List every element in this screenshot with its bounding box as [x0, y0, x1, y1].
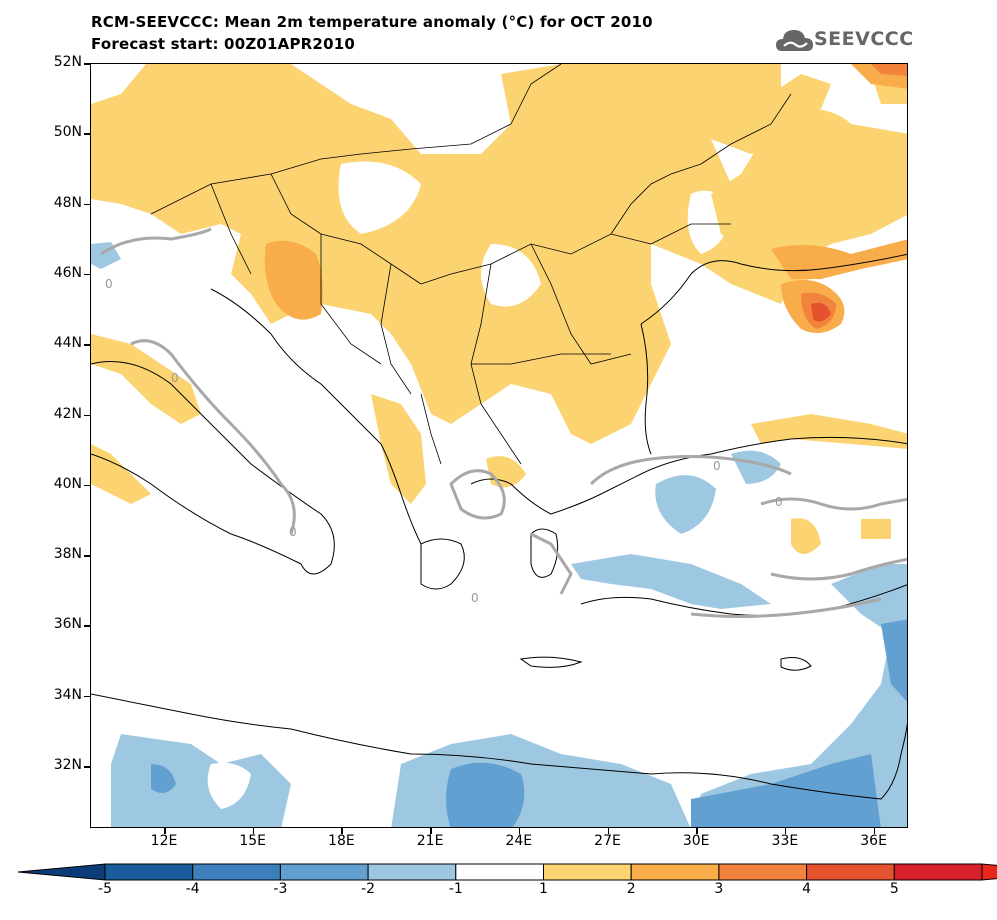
colorbar-level-label: -3 [273, 881, 288, 897]
map-title: RCM-SEEVCCC: Mean 2m temperature anomaly… [91, 13, 653, 31]
latitude-tick [84, 625, 90, 627]
latitude-label: 42N [53, 405, 82, 422]
latitude-tick [84, 484, 90, 487]
colorbar-max-arrow [981, 863, 997, 881]
latitude-label: 50N [53, 124, 82, 141]
longitude-tick [341, 828, 343, 834]
latitude-tick [84, 695, 90, 698]
warm-anomaly-areas [91, 64, 907, 554]
latitude-tick [84, 133, 90, 135]
forecast-start-label: Forecast start: 00Z01APR2010 [91, 35, 355, 53]
colorbar-level-label: -4 [185, 881, 200, 897]
contour-label: 0 [775, 495, 783, 509]
zero-contours [100, 227, 907, 618]
colorbar [0, 856, 997, 920]
colorbar-level-label: -2 [361, 881, 376, 897]
contour-label: 0 [289, 525, 297, 539]
latitude-tick [84, 344, 90, 346]
longitude-label: 27E [594, 833, 621, 849]
colorbar-segment [192, 863, 281, 881]
latitude-tick [84, 414, 90, 416]
colorbar-segment [718, 863, 808, 881]
logo-text: SEEVCCC [814, 28, 914, 50]
latitude-tick [84, 273, 90, 276]
colorbar-segment [104, 863, 194, 881]
anomaly-map: 0 0 0 0 0 0 [90, 63, 908, 828]
colorbar-segment [893, 863, 983, 881]
coastlines [91, 253, 907, 800]
latitude-label: 44N [53, 335, 82, 352]
longitude-tick [164, 828, 166, 834]
seevccc-logo: SEEVCCC [776, 24, 916, 60]
contour-label: 0 [713, 459, 721, 473]
cloud-logo-icon [776, 30, 813, 51]
longitude-tick [607, 828, 609, 834]
latitude-tick [84, 63, 90, 65]
colorbar-segment [455, 863, 544, 881]
colorbar-segment [367, 863, 457, 881]
latitude-tick [84, 555, 90, 557]
contour-label: 0 [105, 277, 113, 291]
latitude-label: 46N [53, 264, 82, 281]
latitude-label: 40N [53, 475, 82, 492]
contour-labels: 0 0 0 0 0 0 [105, 277, 783, 605]
colorbar-min-arrow [17, 863, 106, 881]
longitude-tick [873, 828, 876, 834]
longitude-label: 21E [416, 833, 444, 849]
latitude-label: 52N [53, 54, 82, 70]
longitude-label: 15E [239, 833, 267, 849]
longitude-tick [784, 828, 787, 834]
longitude-label: 24E [505, 833, 533, 849]
contour-label: 0 [171, 371, 179, 385]
longitude-tick [430, 828, 432, 834]
colorbar-level-label: -1 [448, 881, 463, 897]
latitude-label: 32N [53, 757, 82, 773]
latitude-tick [84, 203, 90, 206]
longitude-tick [696, 828, 698, 834]
colorbar-level-label: -5 [98, 881, 112, 897]
longitude-label: 36E [860, 833, 887, 849]
latitude-label: 38N [53, 546, 82, 563]
latitude-label: 36N [53, 616, 82, 633]
colorbar-level-label: 2 [626, 881, 636, 897]
colorbar-segment [543, 863, 632, 881]
colorbar-level-label: 3 [714, 881, 724, 897]
longitude-label: 18E [328, 833, 355, 849]
longitude-tick [518, 828, 521, 834]
longitude-tick [252, 828, 255, 834]
longitude-label: 12E [150, 833, 178, 849]
colorbar-segment [806, 863, 895, 881]
map-canvas: 0 0 0 0 0 0 [91, 64, 907, 827]
contour-label: 0 [471, 591, 479, 605]
colorbar-segment [279, 863, 369, 881]
colorbar-level-label: 4 [802, 881, 812, 897]
longitude-label: 33E [771, 833, 799, 849]
country-borders [150, 64, 792, 465]
latitude-label: 48N [53, 194, 82, 211]
colorbar-strip [17, 863, 997, 881]
colorbar-level-label: 5 [889, 881, 899, 897]
cold-areas [151, 619, 907, 827]
latitude-tick [84, 766, 90, 768]
latitude-label: 34N [53, 686, 82, 703]
colorbar-segment [630, 863, 720, 881]
colorbar-level-label: 1 [539, 881, 548, 897]
longitude-label: 30E [682, 833, 710, 849]
